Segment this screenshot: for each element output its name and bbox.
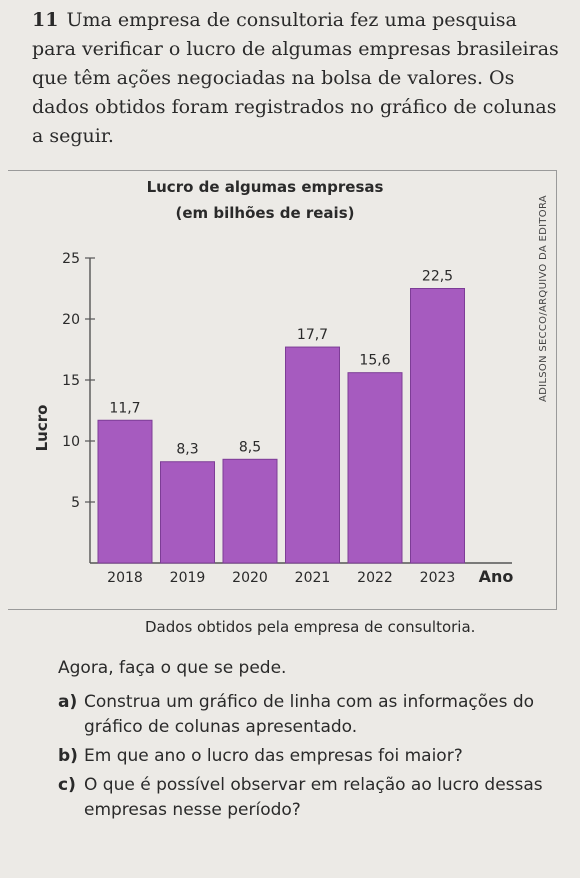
x-tick-label: 2020: [232, 570, 268, 586]
y-tick-label: 25: [62, 251, 80, 267]
question-list: a) Construa um gráfico de linha com as i…: [58, 690, 558, 827]
question-text: O que é possível observar em relação ao …: [84, 775, 543, 820]
problem-text: Uma empresa de consultoria fez uma pesqu…: [32, 9, 559, 147]
y-tick-label: 15: [62, 373, 80, 389]
x-tick-label: 2018: [107, 570, 143, 586]
problem-number: 11: [32, 9, 59, 31]
question-text: Construa um gráfico de linha com as info…: [84, 692, 535, 737]
bar-value-label: 11,7: [109, 400, 140, 416]
chart-subtitle: (em bilhões de reais): [176, 204, 355, 222]
photo-credit-text: ADILSON SECCO/ARQUIVO DA EDITORA: [538, 195, 549, 402]
bar-value-label: 8,5: [239, 439, 261, 455]
bar: [285, 346, 340, 564]
question-letter: a): [58, 692, 78, 712]
x-tick-label: 2022: [357, 570, 393, 586]
x-axis-label: Ano: [479, 567, 514, 586]
bar: [160, 461, 215, 564]
bar-value-label: 8,3: [176, 442, 198, 458]
y-tick-label: 5: [71, 495, 80, 511]
question-letter: c): [58, 775, 76, 795]
chart-title: Lucro de algumas empresas: [147, 178, 384, 196]
bar: [97, 419, 153, 564]
problem-statement: 11 Uma empresa de consultoria fez uma pes…: [32, 6, 562, 151]
y-tick-label: 10: [62, 434, 80, 450]
bar-value-label: 17,7: [297, 327, 328, 343]
source-note: Dados obtidos pela empresa de consultori…: [145, 618, 476, 636]
question-letter: b): [58, 746, 78, 766]
bar: [222, 458, 278, 564]
bar-value-label: 22,5: [422, 269, 453, 285]
x-tick-label: 2023: [420, 570, 456, 586]
y-tick-label: 20: [62, 312, 80, 328]
bar: [347, 372, 403, 564]
question-item: c) O que é possível observar em relação …: [58, 773, 558, 823]
x-tick-label: 2021: [295, 570, 331, 586]
bar-series: 11,7 2018 8,3 2019 8,5 2020 17,7 2021 15,6 2022 22…: [97, 269, 465, 586]
x-tick-label: 2019: [170, 570, 206, 586]
bar: [410, 288, 465, 564]
y-axis-label: Lucro: [33, 405, 51, 452]
question-item: b) Em que ano o lucro das empresas foi m…: [58, 744, 558, 769]
chart-frame: [8, 170, 557, 610]
bar-chart: Lucro de algumas empresas (em bilhões de…: [33, 178, 514, 586]
bar-value-label: 15,6: [359, 353, 390, 369]
instruction-prompt: Agora, faça o que se pede.: [58, 658, 287, 678]
question-item: a) Construa um gráfico de linha com as i…: [58, 690, 558, 740]
question-text: Em que ano o lucro das empresas foi maio…: [84, 746, 463, 766]
